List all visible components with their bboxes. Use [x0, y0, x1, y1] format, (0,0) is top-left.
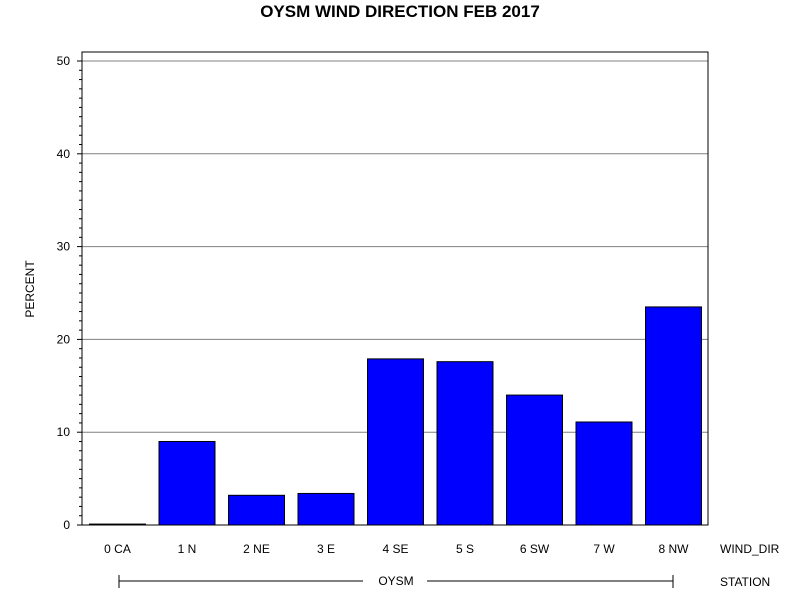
y-tick-label: 0 [63, 518, 70, 532]
bar-7-w [575, 421, 633, 526]
bar-6-sw [506, 394, 563, 526]
y-tick-label: 30 [57, 240, 71, 254]
x-tick-label: 2 NE [243, 542, 270, 556]
x-tick-label: 4 SE [382, 542, 408, 556]
plot-frame [81, 51, 709, 526]
x-tick-label: 8 NW [659, 542, 690, 556]
chart-title: OYSM WIND DIRECTION FEB 2017 [260, 2, 540, 21]
x-tick-label: 3 E [317, 542, 335, 556]
bar-8-nw [645, 306, 702, 526]
bar-5-s [436, 361, 494, 526]
x-tick-label: 1 N [178, 542, 197, 556]
bar-3-e [297, 492, 355, 526]
bar-1-n [158, 440, 216, 526]
bar-4-se [367, 358, 424, 526]
x-tick-label: 5 S [456, 542, 474, 556]
y-tick-label: 20 [57, 332, 71, 346]
bar-2-ne [228, 494, 285, 526]
station-axis-label: STATION [720, 575, 770, 589]
x-tick-label: 6 SW [520, 542, 550, 556]
x-axis: 0 CA 1 N 2 NE 3 E 4 SE 5 S 6 SW 7 W 8 NW [104, 542, 689, 556]
y-axis: 0 10 20 30 40 50 [57, 54, 82, 532]
y-tick-label: 10 [57, 425, 71, 439]
bars [89, 306, 702, 526]
x-tick-label: 0 CA [104, 542, 131, 556]
y-axis-label: PERCENT [23, 260, 37, 318]
station-bracket: OYSM [118, 574, 674, 588]
y-tick-label: 50 [57, 54, 71, 68]
x-tick-label: 7 W [593, 542, 615, 556]
y-tick-label: 40 [57, 147, 71, 161]
station-name: OYSM [378, 574, 413, 588]
x-axis-label: WIND_DIR [720, 542, 780, 556]
